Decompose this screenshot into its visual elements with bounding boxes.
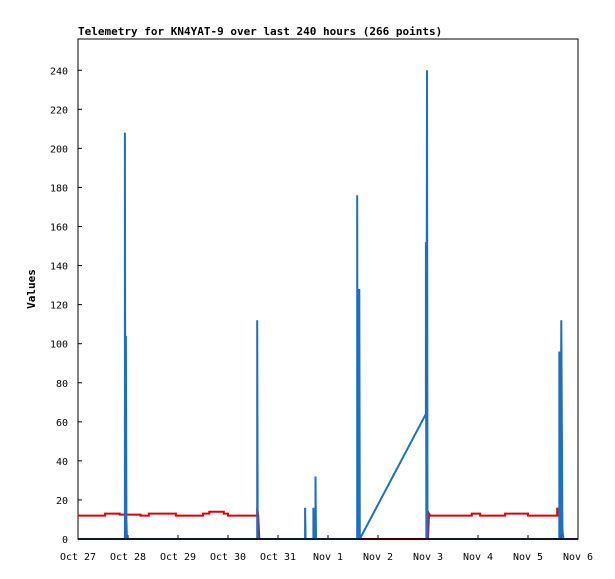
x-tick-label: Nov 5 [513,552,543,563]
series-line-2 [78,70,578,540]
y-tick-label: 140 [50,262,68,273]
y-axis-label: Values [25,269,38,309]
y-tick-label: 80 [56,379,68,390]
y-tick-label: 60 [56,418,68,429]
series-line-1 [78,507,578,540]
x-tick-label: Oct 28 [110,552,146,563]
x-tick-label: Oct 31 [260,552,296,563]
x-tick-label: Oct 27 [60,552,96,563]
x-tick-label: Nov 4 [463,552,493,563]
y-tick-label: 220 [50,105,68,116]
y-tick-label: 180 [50,183,68,194]
y-tick-label: 120 [50,301,68,312]
chart-title: Telemetry for KN4YAT-9 over last 240 hou… [78,25,442,38]
y-axis: 0 20 40 60 80 100 120 140 160 180 200 220 240 [50,66,82,546]
x-tick-label: Nov 2 [363,552,393,563]
series-group [78,70,578,540]
y-tick-label: 200 [50,144,68,155]
y-tick-label: 0 [62,535,68,546]
y-tick-label: 40 [56,457,68,468]
x-tick-label: Oct 29 [160,552,196,563]
x-tick-label: Nov 3 [413,552,443,563]
plot-frame [77,38,579,540]
y-tick-label: 160 [50,223,68,234]
y-tick-label: 20 [56,496,68,507]
x-tick-label: Oct 30 [210,552,246,563]
y-tick-label: 240 [50,66,68,77]
x-tick-label: Nov 6 [563,552,593,563]
y-tick-label: 100 [50,340,68,351]
x-tick-label: Nov 1 [313,552,343,563]
